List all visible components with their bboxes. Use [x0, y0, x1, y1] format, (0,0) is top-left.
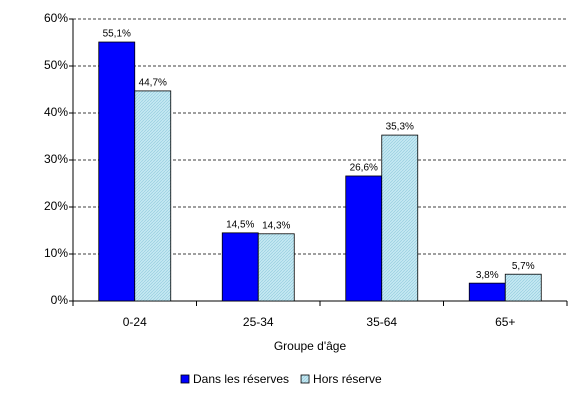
y-tick-label: 50% — [44, 58, 68, 72]
legend-swatch — [300, 374, 310, 384]
legend-label: Hors réserve — [313, 372, 382, 386]
bar — [381, 134, 419, 302]
bar — [98, 41, 136, 302]
data-label: 3,8% — [476, 270, 499, 281]
x-tick-label: 35-64 — [366, 315, 397, 329]
bar — [134, 90, 172, 302]
bar — [504, 273, 542, 302]
bar — [221, 232, 259, 302]
x-tick-label: 65+ — [495, 315, 515, 329]
x-tick-label: 0-24 — [123, 315, 147, 329]
y-tick-label: 60% — [44, 11, 68, 25]
legend-swatch — [180, 374, 190, 384]
x-axis-title: Groupe d'âge — [274, 339, 347, 353]
data-label: 5,7% — [512, 261, 535, 272]
y-tick-label: 20% — [44, 199, 68, 213]
data-label: 35,3% — [386, 122, 414, 133]
data-label: 55,1% — [103, 29, 131, 40]
data-label: 14,5% — [226, 219, 254, 230]
y-tick-label: 10% — [44, 246, 68, 260]
y-tick-label: 40% — [44, 105, 68, 119]
y-tick-label: 30% — [44, 152, 68, 166]
bar — [468, 282, 506, 302]
data-label: 26,6% — [350, 163, 378, 174]
y-tick-label: 0% — [51, 293, 69, 307]
bar — [257, 233, 295, 302]
x-tick-label: 25-34 — [243, 315, 274, 329]
legend-label: Dans les réserves — [193, 372, 289, 386]
data-label: 44,7% — [139, 78, 167, 89]
data-label: 14,3% — [262, 220, 290, 231]
bar — [345, 175, 383, 302]
